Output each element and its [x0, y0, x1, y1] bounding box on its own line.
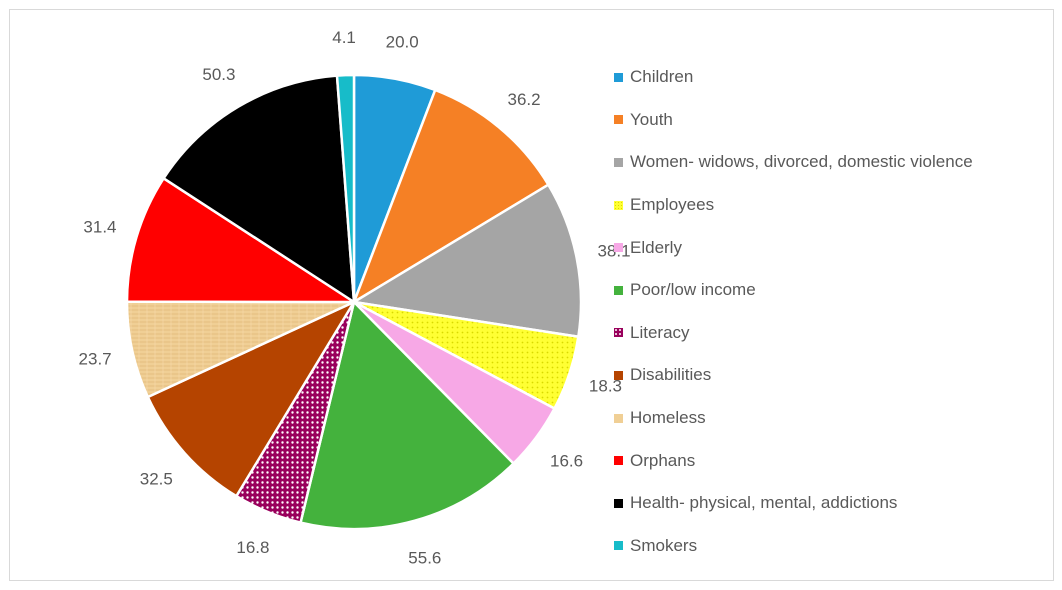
legend-swatch [614, 498, 623, 508]
legend-label: Disabilities [630, 365, 712, 385]
pie-slice-poor-low-income [299, 299, 516, 531]
legend-label: Youth [630, 109, 673, 129]
legend-item: Children [614, 56, 1059, 99]
legend-item: Orphans [614, 439, 1059, 482]
legend-item: Smokers [614, 525, 1059, 568]
legend-swatch [614, 285, 623, 295]
legend-item: Elderly [614, 226, 1059, 269]
data-label-youth: 36.2 [508, 90, 541, 109]
legend-swatch [614, 328, 623, 338]
legend-swatch [614, 413, 623, 423]
legend-swatch [614, 72, 623, 82]
legend-label: Poor/low income [630, 280, 756, 300]
legend-label: Literacy [630, 322, 690, 342]
legend-swatch [614, 200, 623, 210]
data-label-disabilities: 32.5 [140, 469, 173, 488]
legend-label: Children [630, 67, 694, 87]
data-label-elderly: 16.6 [550, 451, 583, 470]
legend-item: Disabilities [614, 354, 1059, 397]
legend-label: Employees [630, 195, 715, 215]
legend-item: Employees [614, 184, 1059, 227]
pie-slice-disabilities [146, 299, 358, 498]
legend-item: Homeless [614, 397, 1059, 440]
data-label-homeless: 23.7 [79, 350, 112, 369]
data-label-health-physical-mental-addictions: 50.3 [202, 65, 235, 84]
data-label-children: 20.0 [386, 32, 419, 51]
legend-swatch [614, 157, 623, 167]
data-label-smokers: 4.1 [332, 28, 356, 47]
pie-slice-orphans [125, 176, 359, 304]
pie-slice-smokers [335, 73, 356, 303]
legend-label: Health- physical, mental, addictions [630, 493, 898, 513]
legend-item: Literacy [614, 312, 1059, 355]
legend-swatch [614, 456, 623, 466]
pie-slice-health-physical-mental-addictions [161, 74, 356, 305]
data-label-poor-low-income: 55.6 [408, 548, 441, 567]
legend: Children Youth Women- widows, divorced, do… [614, 56, 1059, 567]
data-label-literacy: 16.8 [236, 538, 269, 557]
pie-slice-youth [351, 88, 551, 305]
legend-label: Homeless [630, 408, 706, 428]
legend-label: Smokers [630, 535, 698, 555]
legend-item: Health- physical, mental, addictions [614, 482, 1059, 525]
pie-slice-women-widows-divorced-domestic-violence [350, 182, 583, 339]
legend-item: Youth [614, 99, 1059, 142]
data-label-employees: 18.3 [589, 377, 622, 396]
legend-label: Orphans [630, 450, 696, 470]
legend-swatch [614, 370, 623, 380]
legend-swatch [614, 243, 623, 253]
data-label-orphans: 31.4 [83, 217, 116, 236]
legend-label: Women- widows, divorced, domestic violen… [630, 152, 973, 172]
legend-swatch [614, 115, 623, 125]
legend-swatch [614, 541, 623, 551]
legend-label: Elderly [630, 237, 682, 257]
legend-item: Poor/low income [614, 269, 1059, 312]
legend-item: Women- widows, divorced, domestic violen… [614, 141, 1059, 184]
